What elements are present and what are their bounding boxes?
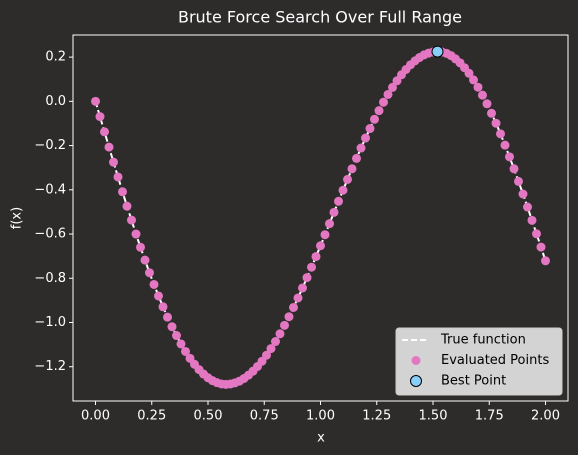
x-axis-label: x — [317, 431, 325, 446]
legend-label: True function — [440, 333, 526, 348]
point — [379, 97, 388, 107]
x-tick-label: 1.25 — [362, 409, 391, 424]
point — [536, 242, 546, 252]
point — [464, 68, 474, 78]
legend-marker — [410, 375, 422, 387]
legend-label: Best Point — [441, 374, 506, 389]
point — [95, 112, 105, 122]
point — [167, 322, 177, 332]
point — [113, 172, 123, 182]
point — [280, 320, 289, 330]
point — [271, 337, 280, 347]
y-tick-label: −0.6 — [34, 227, 66, 242]
x-tick-label: 0.25 — [137, 409, 166, 424]
point — [109, 157, 118, 167]
point — [136, 242, 145, 252]
point — [163, 312, 172, 322]
point — [284, 312, 294, 322]
point — [275, 329, 285, 339]
point — [149, 279, 159, 289]
point — [523, 202, 532, 212]
x-tick-label: 1.75 — [475, 409, 504, 424]
point — [140, 255, 150, 265]
point — [370, 114, 379, 124]
point — [514, 176, 523, 186]
point — [356, 143, 366, 153]
x-tick-label: 0.75 — [250, 409, 279, 424]
point — [131, 229, 141, 239]
point — [293, 293, 303, 303]
point — [473, 82, 483, 92]
point — [496, 129, 505, 139]
point — [388, 82, 397, 92]
point — [518, 189, 528, 199]
legend: True function Evaluated Points Best Point — [395, 327, 563, 396]
y-tick-label: −1.2 — [34, 359, 66, 374]
point — [374, 106, 384, 116]
point — [104, 142, 114, 152]
point — [338, 185, 348, 195]
point — [469, 75, 478, 85]
point — [500, 140, 510, 150]
point — [325, 219, 334, 229]
point — [343, 174, 352, 184]
point — [176, 339, 186, 349]
y-axis-label: f(x) — [10, 207, 25, 229]
point — [487, 108, 496, 118]
point — [100, 127, 109, 137]
chart-title: Brute Force Search Over Full Range — [178, 8, 462, 27]
point — [505, 152, 514, 162]
y-tick-label: −0.4 — [34, 182, 66, 197]
point — [181, 346, 190, 356]
x-tick-label: 0.00 — [81, 409, 110, 424]
y-tick-label: −1.0 — [34, 315, 66, 330]
x-tick-label: 1.00 — [306, 409, 335, 424]
point — [527, 215, 537, 225]
legend-box — [395, 327, 563, 396]
point — [532, 229, 541, 239]
point — [329, 207, 339, 217]
point — [127, 215, 136, 225]
point — [154, 291, 163, 301]
point — [266, 344, 276, 354]
legend-label: Evaluated Points — [441, 353, 549, 368]
y-tick-label: 0.0 — [45, 94, 66, 109]
point — [478, 90, 487, 100]
point — [289, 302, 298, 312]
point — [122, 201, 132, 211]
point — [316, 241, 325, 251]
point — [352, 153, 361, 163]
y-tick-label: 0.2 — [45, 50, 66, 65]
x-tick-label: 2.00 — [531, 409, 560, 424]
point — [361, 133, 370, 143]
point — [347, 164, 357, 174]
point — [365, 124, 375, 134]
point — [262, 350, 271, 360]
point — [118, 187, 127, 197]
x-tick-label: 0.50 — [194, 409, 223, 424]
point — [431, 45, 444, 58]
point — [334, 196, 343, 206]
point — [307, 262, 316, 272]
point — [172, 331, 181, 341]
y-tick-label: −0.2 — [34, 138, 66, 153]
point — [482, 99, 492, 109]
point — [541, 256, 550, 266]
y-tick-label: −0.8 — [34, 271, 66, 286]
point — [91, 96, 100, 106]
point — [298, 283, 307, 293]
point — [320, 230, 330, 240]
point — [311, 252, 321, 262]
legend-marker — [411, 356, 421, 365]
point — [145, 268, 154, 278]
point — [491, 118, 501, 128]
point — [302, 273, 312, 283]
x-tick-label: 1.50 — [419, 409, 448, 424]
point — [158, 302, 168, 312]
point — [509, 164, 519, 174]
point — [383, 89, 393, 99]
